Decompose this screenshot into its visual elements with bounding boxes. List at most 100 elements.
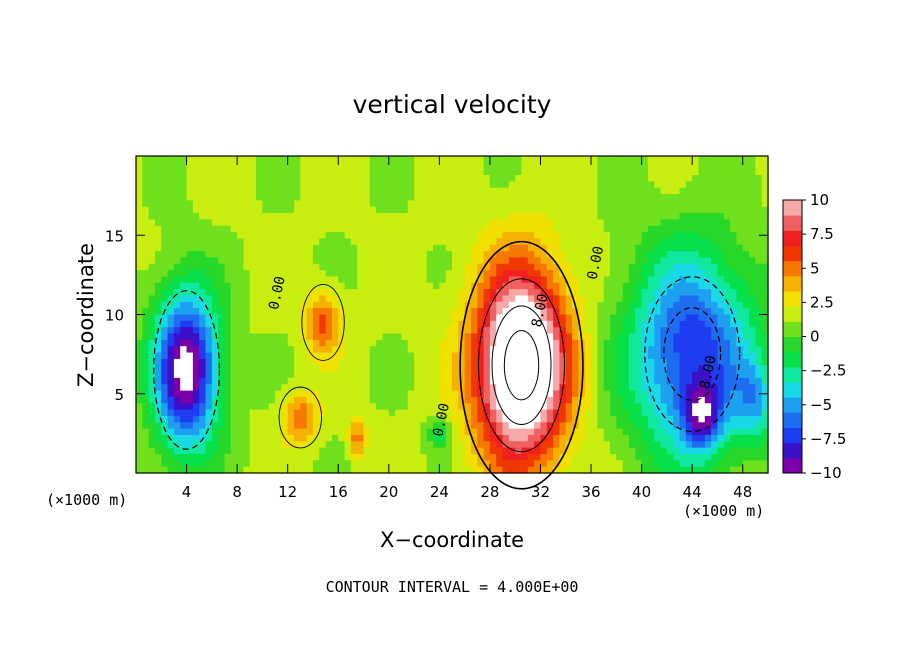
field-cell bbox=[508, 308, 516, 316]
field-cell bbox=[679, 289, 687, 297]
field-cell bbox=[319, 339, 327, 347]
field-cell bbox=[597, 289, 605, 297]
field-cell bbox=[205, 396, 213, 404]
field-cell bbox=[540, 384, 548, 392]
field-cell bbox=[376, 333, 384, 341]
field-cell bbox=[312, 263, 320, 271]
field-cell bbox=[350, 270, 358, 278]
field-cell bbox=[685, 276, 693, 284]
field-cell bbox=[148, 377, 156, 385]
field-cell bbox=[192, 409, 200, 417]
field-cell bbox=[357, 181, 365, 189]
field-cell bbox=[325, 384, 333, 392]
field-cell bbox=[211, 327, 219, 335]
field-cell bbox=[395, 206, 403, 214]
field-cell bbox=[262, 175, 270, 182]
field-cell bbox=[666, 276, 674, 284]
field-cell bbox=[616, 453, 624, 461]
field-cell bbox=[452, 276, 459, 284]
field-cell bbox=[192, 206, 200, 214]
field-cell bbox=[470, 232, 478, 240]
field-cell bbox=[148, 156, 156, 163]
field-cell bbox=[723, 422, 731, 430]
field-cell bbox=[730, 251, 737, 259]
field-cell bbox=[603, 219, 611, 227]
field-cell bbox=[173, 396, 181, 404]
field-cell bbox=[704, 314, 712, 322]
field-cell bbox=[199, 327, 207, 335]
field-cell bbox=[647, 187, 655, 195]
field-cell bbox=[363, 390, 371, 398]
field-cell bbox=[256, 289, 263, 297]
field-cell bbox=[584, 358, 592, 366]
field-cell bbox=[521, 390, 529, 398]
field-cell bbox=[464, 206, 472, 214]
field-cell bbox=[382, 314, 390, 322]
field-cell bbox=[508, 225, 516, 233]
field-cell bbox=[527, 168, 535, 176]
field-cell bbox=[597, 327, 605, 335]
field-cell bbox=[730, 156, 737, 163]
field-cell bbox=[534, 200, 542, 208]
field-cell bbox=[464, 384, 472, 392]
field-cell bbox=[445, 206, 453, 214]
field-cell bbox=[452, 168, 459, 176]
field-cell bbox=[154, 460, 162, 468]
field-cell bbox=[249, 447, 257, 455]
field-cell bbox=[331, 447, 339, 455]
field-cell bbox=[382, 213, 390, 220]
field-cell bbox=[635, 333, 643, 341]
field-cell bbox=[319, 390, 327, 398]
field-cell bbox=[173, 175, 181, 182]
field-cell bbox=[704, 333, 712, 341]
field-cell bbox=[376, 415, 384, 423]
field-cell bbox=[205, 251, 213, 259]
field-cell bbox=[401, 346, 409, 354]
field-cell bbox=[521, 384, 529, 392]
field-cell bbox=[224, 365, 232, 373]
field-cell bbox=[230, 213, 238, 220]
field-cell bbox=[173, 377, 181, 385]
field-cell bbox=[464, 409, 472, 417]
field-cell bbox=[534, 333, 542, 341]
field-cell bbox=[344, 194, 352, 201]
field-cell bbox=[673, 434, 681, 442]
field-cell bbox=[237, 181, 245, 189]
field-cell bbox=[546, 162, 554, 170]
field-cell bbox=[369, 301, 377, 309]
field-cell bbox=[730, 200, 737, 208]
field-cell bbox=[458, 308, 466, 316]
field-cell bbox=[218, 466, 226, 474]
field-cell bbox=[186, 320, 194, 328]
field-cell bbox=[742, 219, 750, 227]
field-cell bbox=[363, 289, 371, 297]
field-cell bbox=[395, 428, 403, 436]
field-cell bbox=[736, 181, 744, 189]
field-cell bbox=[736, 415, 744, 423]
field-cell bbox=[496, 232, 504, 240]
field-cell bbox=[698, 181, 706, 189]
field-cell bbox=[243, 352, 251, 360]
field-cell bbox=[698, 244, 706, 252]
field-cell bbox=[344, 333, 352, 341]
field-cell bbox=[692, 263, 700, 271]
field-cell bbox=[704, 206, 712, 214]
field-cell bbox=[635, 301, 643, 309]
field-cell bbox=[268, 289, 276, 297]
field-cell bbox=[388, 200, 396, 208]
field-cell bbox=[711, 225, 719, 233]
field-cell bbox=[357, 415, 365, 423]
field-cell bbox=[483, 194, 491, 201]
field-cell bbox=[616, 263, 624, 271]
field-cell bbox=[685, 187, 693, 195]
field-cell bbox=[711, 257, 719, 265]
field-cell bbox=[534, 175, 542, 182]
field-cell bbox=[730, 447, 737, 455]
field-cell bbox=[312, 213, 320, 220]
field-cell bbox=[704, 175, 712, 182]
field-cell bbox=[426, 422, 434, 430]
field-cell bbox=[654, 352, 662, 360]
field-cell bbox=[578, 289, 586, 297]
field-cell bbox=[654, 339, 662, 347]
field-cell bbox=[458, 276, 466, 284]
